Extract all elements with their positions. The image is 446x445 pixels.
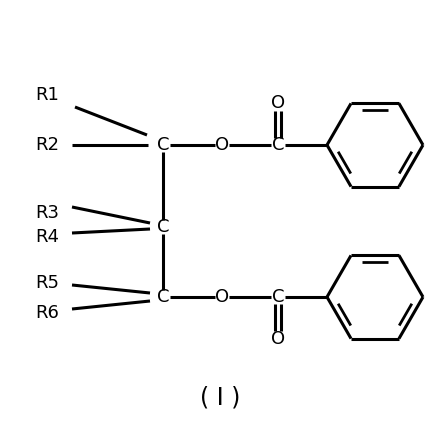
Text: R5: R5 <box>35 274 59 292</box>
Text: C: C <box>272 288 284 306</box>
Text: R2: R2 <box>35 136 59 154</box>
Text: O: O <box>271 94 285 112</box>
Text: O: O <box>215 136 229 154</box>
Text: ( I ): ( I ) <box>200 385 240 409</box>
Text: R6: R6 <box>35 304 59 322</box>
Text: C: C <box>272 136 284 154</box>
Text: R1: R1 <box>35 86 59 104</box>
Text: C: C <box>157 218 169 236</box>
Text: O: O <box>271 330 285 348</box>
Text: C: C <box>157 288 169 306</box>
Text: C: C <box>157 136 169 154</box>
Text: O: O <box>215 288 229 306</box>
Text: R3: R3 <box>35 204 59 222</box>
Text: R4: R4 <box>35 228 59 246</box>
